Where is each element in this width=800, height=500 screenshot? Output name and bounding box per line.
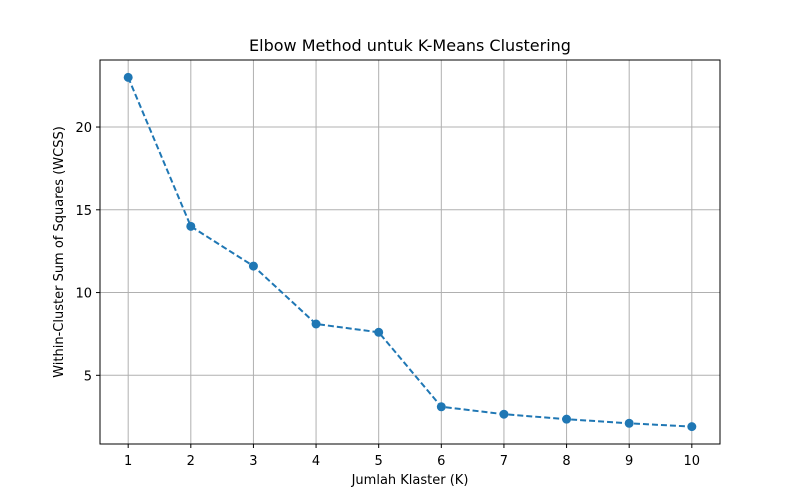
- x-tick-label: 7: [500, 454, 508, 469]
- data-point: [311, 319, 321, 329]
- plot-frame: [99, 59, 721, 445]
- data-point: [186, 221, 196, 231]
- ticks: 1 2 3 4 5 6 7 8 9 10 5 10 15 20: [75, 121, 700, 469]
- x-tick-label: 3: [249, 454, 257, 469]
- x-tick-label: 8: [562, 454, 570, 469]
- x-tick-label: 9: [625, 454, 633, 469]
- series-line: [127, 76, 692, 428]
- data-point: [436, 402, 446, 412]
- data-point: [248, 261, 258, 271]
- x-tick-label: 6: [437, 454, 445, 469]
- data-point: [624, 418, 634, 428]
- x-tick-label: 2: [187, 454, 195, 469]
- y-tick-label: 15: [75, 204, 92, 219]
- y-axis-label: Within-Cluster Sum of Squares (WCSS): [52, 126, 67, 378]
- data-point: [123, 72, 133, 82]
- y-tick-label: 20: [75, 121, 92, 136]
- data-point: [499, 409, 509, 419]
- data-point: [687, 422, 697, 432]
- chart-title: Elbow Method untuk K-Means Clustering: [249, 36, 571, 55]
- data-point: [374, 327, 384, 337]
- x-tick-label: 5: [375, 454, 383, 469]
- x-tick-label: 4: [312, 454, 320, 469]
- x-tick-label: 10: [684, 454, 701, 469]
- y-tick-label: 5: [84, 369, 92, 384]
- x-axis-label: Jumlah Klaster (K): [351, 473, 469, 488]
- y-tick-label: 10: [75, 287, 92, 302]
- series-group: [123, 72, 697, 432]
- x-tick-label: 1: [124, 454, 132, 469]
- grid: [100, 60, 720, 444]
- data-point: [562, 414, 572, 424]
